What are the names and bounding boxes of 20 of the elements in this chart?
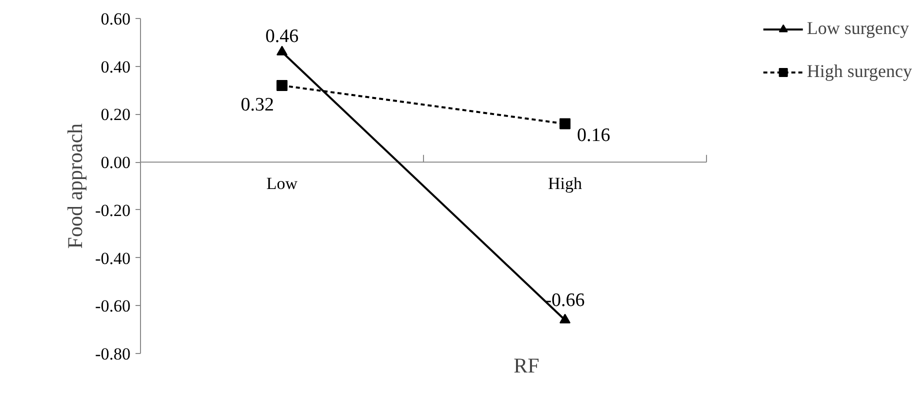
point <box>560 118 570 130</box>
y-tick-label: 0.20 <box>100 105 130 124</box>
y-tick-label: 0.00 <box>100 153 130 172</box>
y-tick-label: -0.60 <box>95 296 131 316</box>
x-tick-label: Low <box>266 174 298 194</box>
data-label: -0.66 <box>545 290 585 311</box>
y-axis-title: Food approach <box>63 122 88 249</box>
y-tick-label: 0.60 <box>100 10 130 28</box>
y-tick-label: -0.80 <box>95 344 131 364</box>
data-label: 0.32 <box>240 94 274 116</box>
data-label: 0.46 <box>265 26 299 47</box>
y-tick-label: -0.20 <box>95 200 131 220</box>
x-tick-label: High <box>548 174 582 194</box>
y-tick-label: 0.40 <box>100 57 130 76</box>
legend-label: High surgency <box>806 61 912 82</box>
point <box>276 80 288 91</box>
y-tick-label: -0.40 <box>95 248 131 268</box>
x-axis-title: RF <box>514 354 540 378</box>
legend-label: Low surgency <box>806 18 909 39</box>
data-label: 0.16 <box>577 124 610 146</box>
